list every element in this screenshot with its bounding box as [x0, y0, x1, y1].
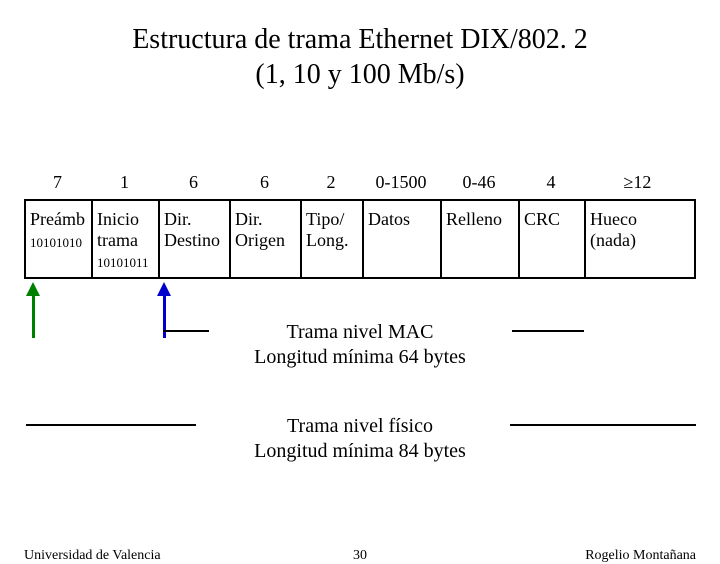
phy-caption: Trama nivel físico Longitud mínima 84 by…	[0, 414, 720, 464]
mac-caption-l2: Longitud mínima 64 bytes	[254, 346, 466, 368]
byte-count: 0-1500	[362, 172, 440, 199]
frame-field: Tipo/Long.	[302, 201, 364, 277]
slide-title: Estructura de trama Ethernet DIX/802. 2 …	[0, 22, 720, 92]
footer-right: Rogelio Montañana	[585, 548, 696, 564]
byte-count: 4	[518, 172, 584, 199]
frame-diagram: 716620-15000-464≥12 Preámb10101010Inicio…	[24, 172, 696, 279]
frame-field: Dir.Origen	[231, 201, 302, 277]
phy-caption-l2: Longitud mínima 84 bytes	[254, 440, 466, 462]
frame-fields-row: Preámb10101010Iniciotrama10101011Dir.Des…	[24, 199, 696, 279]
byte-count: 7	[24, 172, 91, 199]
byte-counts-row: 716620-15000-464≥12	[24, 172, 696, 199]
frame-field: CRC	[520, 201, 586, 277]
frame-field: Relleno	[442, 201, 520, 277]
byte-count: 2	[300, 172, 362, 199]
title-line2: (1, 10 y 100 Mb/s)	[255, 59, 464, 90]
mac-caption: Trama nivel MAC Longitud mínima 64 bytes	[0, 320, 720, 370]
byte-count: 6	[229, 172, 300, 199]
byte-count: 1	[91, 172, 158, 199]
frame-field: Dir.Destino	[160, 201, 231, 277]
byte-count: 0-46	[440, 172, 518, 199]
frame-field: Iniciotrama10101011	[93, 201, 160, 277]
byte-count: ≥12	[584, 172, 691, 199]
frame-field: Preámb10101010	[26, 201, 93, 277]
byte-count: 6	[158, 172, 229, 199]
mac-caption-l1: Trama nivel MAC	[286, 321, 433, 343]
frame-field: Hueco(nada)	[586, 201, 693, 277]
title-line1: Estructura de trama Ethernet DIX/802. 2	[132, 24, 588, 55]
frame-field: Datos	[364, 201, 442, 277]
phy-caption-l1: Trama nivel físico	[287, 415, 433, 437]
